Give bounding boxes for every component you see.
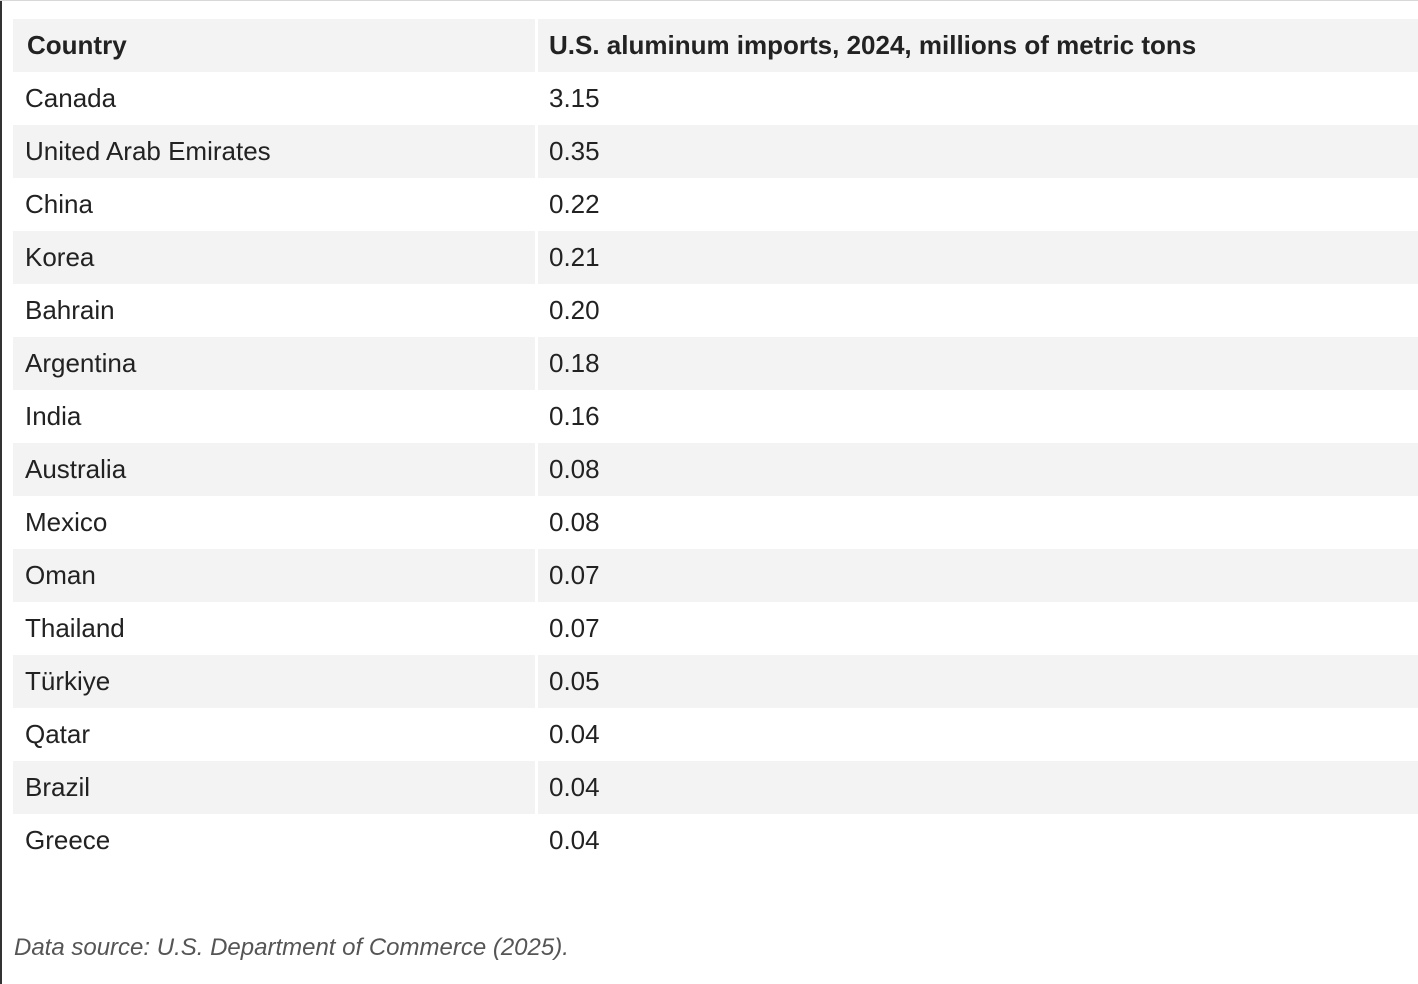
country-cell: Greece	[25, 825, 111, 855]
country-cell: Thailand	[25, 613, 125, 643]
imports-table: Country U.S. aluminum imports, 2024, mil…	[13, 19, 1418, 867]
country-cell: Korea	[13, 231, 535, 284]
country-cell: Bahrain	[25, 295, 115, 325]
table-row: Australia 0.08	[13, 443, 1418, 496]
table-row: Qatar 0.04	[13, 708, 1418, 761]
imports-value-cell: 3.15	[549, 83, 600, 113]
table-row: Bahrain 0.20	[13, 284, 1418, 337]
imports-value-cell: 0.21	[538, 231, 1418, 284]
table-row: Thailand 0.07	[13, 602, 1418, 655]
table-row: China 0.22	[13, 178, 1418, 231]
country-cell: Canada	[25, 83, 117, 113]
imports-value-cell: 0.07	[549, 613, 600, 643]
table-row: Korea 0.21	[13, 231, 1418, 284]
country-cell: Brazil	[13, 761, 535, 814]
country-cell: Argentina	[13, 337, 535, 390]
table-row: Mexico 0.08	[13, 496, 1418, 549]
country-cell: Mexico	[25, 507, 108, 537]
frame-left-border	[0, 0, 2, 984]
imports-value-cell: 0.18	[538, 337, 1418, 390]
imports-value-cell: 0.08	[538, 443, 1418, 496]
frame-top-border	[0, 0, 1418, 1]
table-row: India 0.16	[13, 390, 1418, 443]
imports-value-cell: 0.05	[538, 655, 1418, 708]
table-row: United Arab Emirates 0.35	[13, 125, 1418, 178]
country-cell: United Arab Emirates	[13, 125, 535, 178]
table-row: Canada 3.15	[13, 72, 1418, 125]
imports-value-cell: 0.35	[538, 125, 1418, 178]
country-cell: Türkiye	[13, 655, 535, 708]
country-cell: Qatar	[25, 719, 91, 749]
table-header-row: Country U.S. aluminum imports, 2024, mil…	[13, 19, 1418, 72]
imports-value-cell: 0.04	[549, 825, 600, 855]
table-row: Argentina 0.18	[13, 337, 1418, 390]
table-row: Brazil 0.04	[13, 761, 1418, 814]
imports-value-cell: 0.07	[538, 549, 1418, 602]
imports-value-cell: 0.22	[549, 189, 600, 219]
table-body: Canada 3.15 United Arab Emirates 0.35 China 0…	[13, 72, 1418, 867]
source-note: Data source: U.S. Department of Commerce…	[14, 934, 569, 961]
header-country: Country	[13, 19, 535, 72]
table-row: Oman 0.07	[13, 549, 1418, 602]
country-cell: Australia	[13, 443, 535, 496]
table-row: Türkiye 0.05	[13, 655, 1418, 708]
imports-value-cell: 0.04	[538, 761, 1418, 814]
header-imports: U.S. aluminum imports, 2024, millions of…	[538, 19, 1418, 72]
country-cell: Oman	[13, 549, 535, 602]
imports-value-cell: 0.16	[549, 401, 600, 431]
country-cell: China	[25, 189, 93, 219]
table-row: Greece 0.04	[13, 814, 1418, 867]
imports-value-cell: 0.04	[549, 719, 600, 749]
imports-value-cell: 0.08	[549, 507, 600, 537]
imports-value-cell: 0.20	[549, 295, 600, 325]
country-cell: India	[25, 401, 82, 431]
